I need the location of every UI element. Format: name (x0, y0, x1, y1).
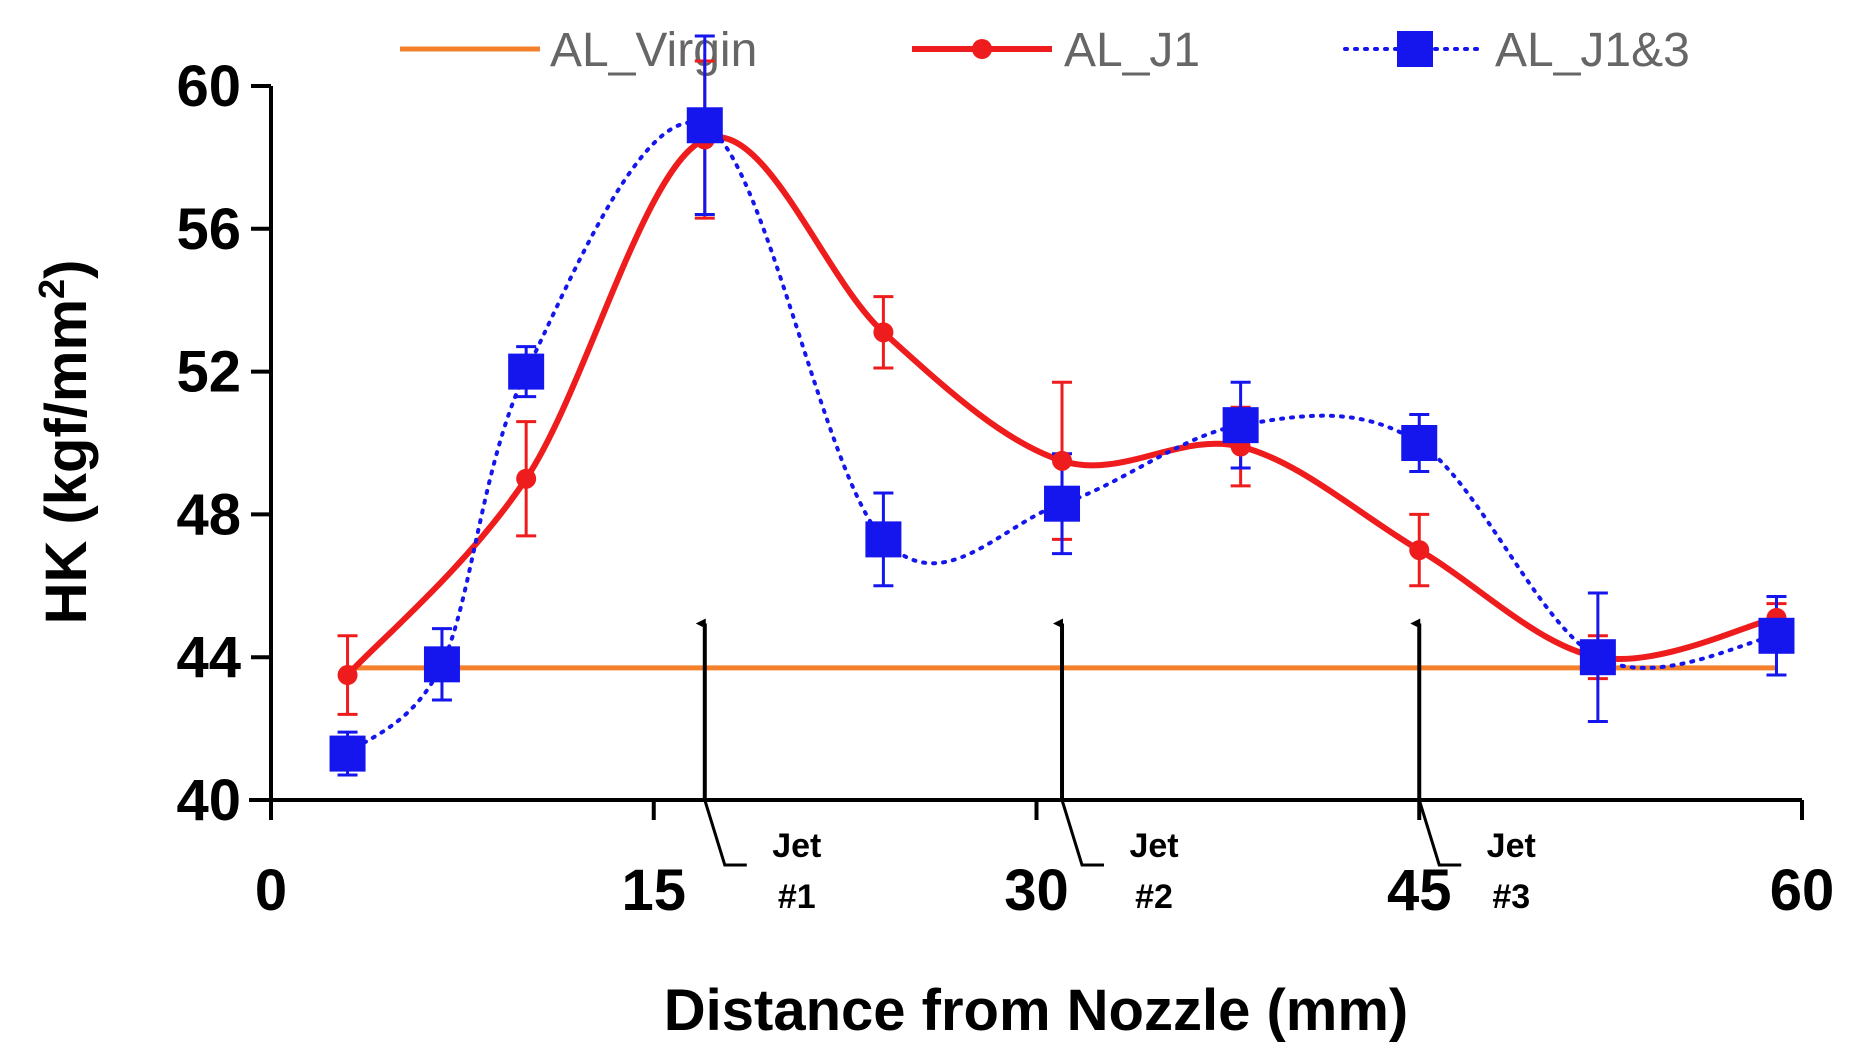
jet-3-label-line1: Jet (1487, 827, 1536, 865)
data-point-al-j1-3 (508, 353, 545, 390)
jet-1-leader (703, 799, 747, 867)
x-tick-label: 30 (1004, 858, 1069, 923)
data-point-al-j1 (516, 468, 537, 489)
y-axis-title-main: HK (kgf/mm (34, 299, 99, 624)
x-tick-label: 45 (1387, 858, 1452, 923)
jet-3-label-line2: #3 (1492, 878, 1530, 916)
y-tick-label: 52 (176, 340, 241, 405)
data-point-al-j1-3 (865, 521, 902, 558)
data-point-al-j1-3 (1044, 485, 1081, 522)
jet-2-leader (1060, 799, 1105, 867)
data-point-al-j1-3 (1222, 407, 1259, 444)
data-point-al-j1 (873, 322, 894, 343)
markers (329, 107, 1795, 772)
data-point-al-j1-3 (686, 107, 723, 144)
y-tick-label: 60 (176, 54, 241, 119)
x-tick-label: 0 (255, 858, 287, 923)
y-tick-label: 44 (176, 625, 241, 690)
annotations: Jet #1 Jet #2 Jet #3 (695, 618, 1536, 916)
jet-2-label-line1: Jet (1129, 827, 1178, 865)
data-point-al-j1-3 (1758, 617, 1795, 654)
jet-2-label-line2: #2 (1135, 878, 1173, 916)
legend-label-al-j1: AL_J1 (1064, 24, 1200, 77)
y-axis-title-superscript: 2 (31, 279, 72, 299)
data-point-al-j1-3 (329, 735, 366, 772)
x-tick-label: 15 (621, 858, 686, 923)
legend-marker-al-j1 (972, 39, 992, 59)
y-axis-title-close: ) (34, 260, 99, 279)
jet-3-leader (1417, 799, 1462, 867)
legend-label-al-j1-3: AL_J1&3 (1495, 24, 1690, 77)
legend: AL_Virgin AL_J1 AL_J1&3 (400, 24, 1690, 77)
jet-1-label-line2: #1 (778, 878, 816, 916)
y-ticks: 40 44 48 52 56 60 (176, 54, 271, 833)
y-tick-label: 40 (176, 768, 241, 833)
data-point-al-j1-3 (1579, 639, 1616, 676)
data-point-al-j1-3 (423, 646, 460, 683)
data-point-al-j1 (1409, 540, 1430, 561)
x-ticks: 0 15 30 45 60 (255, 800, 1834, 923)
series-line-al-j1-3 (345, 120, 1779, 756)
series-line-al-j1 (345, 134, 1778, 678)
y-tick-label: 48 (176, 482, 241, 547)
data-point-al-j1 (1052, 450, 1073, 471)
legend-marker-al-j1-3 (1397, 31, 1433, 67)
data-point-al-j1 (337, 665, 358, 686)
data-point-al-j1-3 (1401, 425, 1438, 461)
y-tick-label: 56 (176, 197, 241, 262)
axes (249, 86, 1802, 802)
legend-label-al-virgin: AL_Virgin (550, 24, 757, 77)
x-axis-title: Distance from Nozzle (mm) (664, 978, 1408, 1043)
y-axis-title: HK (kgf/mm2) (31, 260, 99, 625)
jet-1-label-line1: Jet (772, 827, 821, 865)
x-tick-label: 60 (1770, 858, 1835, 923)
